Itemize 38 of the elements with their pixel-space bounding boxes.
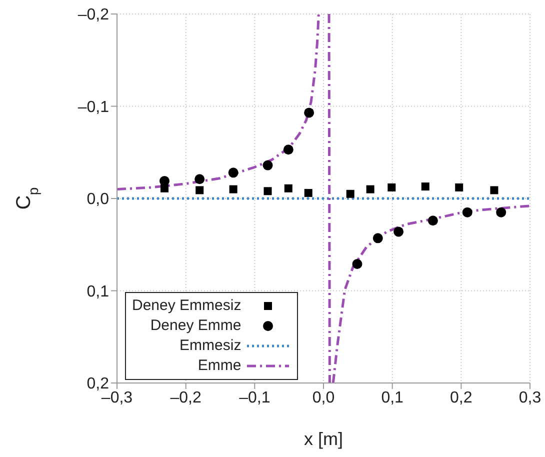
point bbox=[455, 183, 464, 192]
y-tick-label: 0,1 bbox=[86, 283, 110, 300]
point bbox=[264, 187, 272, 196]
point bbox=[428, 216, 438, 226]
x-tick-label: 0,0 bbox=[312, 389, 335, 406]
x-tick-label: 0,1 bbox=[381, 389, 404, 406]
y-tick-label: –0,1 bbox=[78, 98, 110, 116]
point bbox=[346, 190, 354, 198]
point bbox=[421, 182, 430, 191]
x-tick-label: 0,3 bbox=[518, 389, 542, 406]
x-tick-label: –0,2 bbox=[170, 389, 202, 406]
legend-label: Emmesiz bbox=[180, 336, 242, 356]
point bbox=[196, 186, 204, 194]
y-tick-label: –0,2 bbox=[78, 6, 110, 24]
point bbox=[284, 184, 292, 192]
point bbox=[366, 185, 374, 194]
point bbox=[372, 233, 383, 244]
x-axis-title: x [m] bbox=[304, 429, 343, 449]
point bbox=[304, 108, 314, 118]
legend-label: Deney Emme bbox=[150, 316, 242, 336]
point bbox=[262, 160, 273, 170]
point bbox=[159, 176, 170, 186]
point bbox=[490, 186, 498, 194]
point bbox=[304, 188, 312, 197]
point bbox=[462, 207, 472, 218]
point bbox=[496, 207, 506, 218]
point bbox=[283, 144, 294, 155]
point bbox=[352, 258, 362, 269]
legend-label: Emme bbox=[198, 356, 242, 376]
point bbox=[228, 168, 238, 178]
x-tick-label: 0,2 bbox=[450, 389, 472, 406]
legend-label: Deney Emmesiz bbox=[132, 296, 242, 316]
point bbox=[394, 226, 404, 237]
y-tick-label: 0,0 bbox=[86, 191, 110, 208]
point bbox=[388, 183, 396, 192]
x-tick-label: –0,1 bbox=[239, 389, 270, 406]
point bbox=[229, 185, 238, 194]
point bbox=[194, 174, 205, 184]
